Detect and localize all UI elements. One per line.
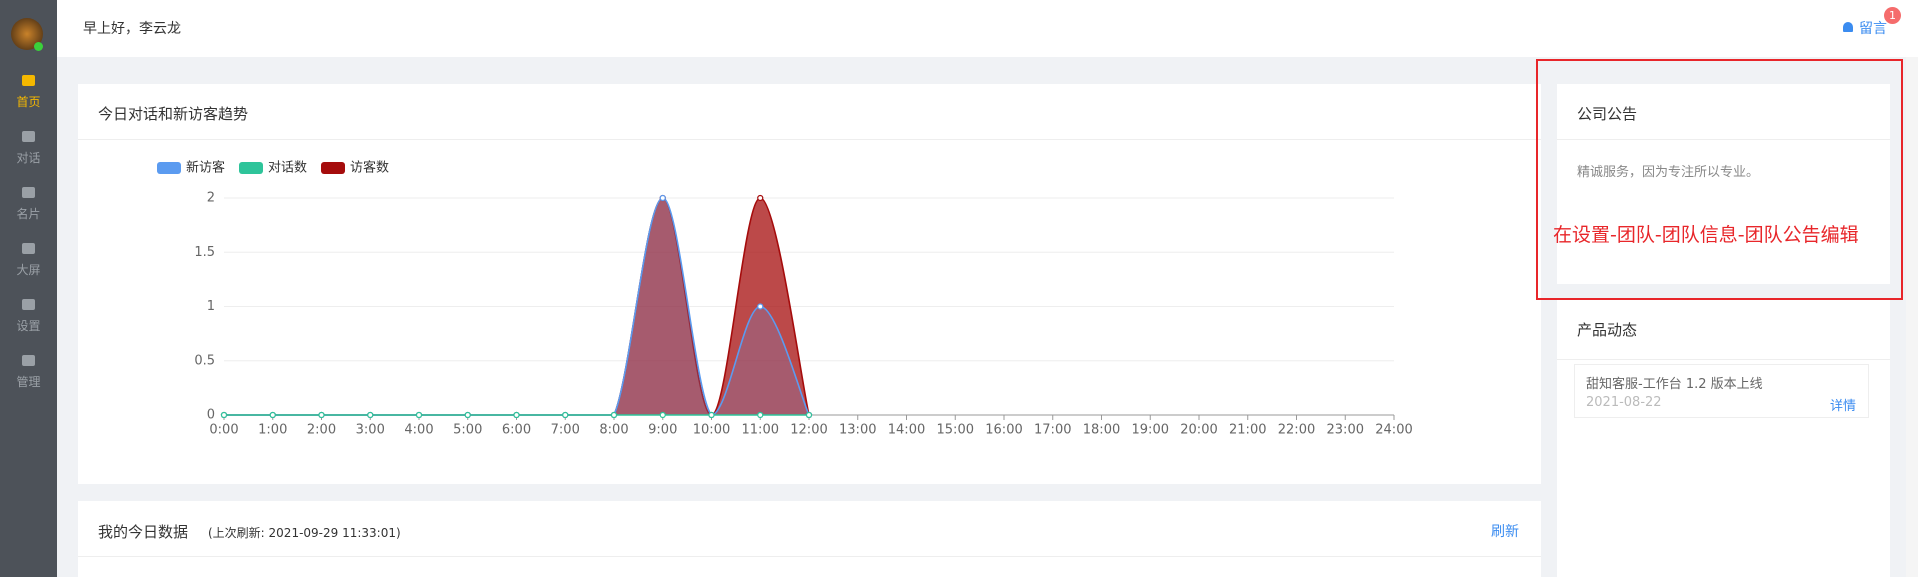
bell-icon[interactable] <box>1843 22 1853 32</box>
x-tick-label: 6:00 <box>502 423 531 438</box>
x-tick-label: 13:00 <box>839 423 876 438</box>
point <box>757 411 764 419</box>
chart: 00.511.520:00 1:00 2:00 3:00 4:00 5:00 6:00 7:0… <box>157 160 1413 438</box>
x-tick-label: 10:00 <box>693 423 730 438</box>
legend-label: 新访客 <box>186 160 225 176</box>
x-tick-label: 22:00 <box>1278 423 1315 438</box>
x-tick-label: 24:00 <box>1375 423 1412 438</box>
x-tick-label: 4:00 <box>404 423 433 438</box>
legend-swatch <box>321 162 345 174</box>
news-title: 甜知客服-工作台 1.2 版本上线 <box>1586 377 1763 392</box>
y-tick-label: 1 <box>207 299 215 314</box>
point <box>367 411 374 419</box>
point <box>318 411 325 419</box>
nav-label[interactable]: 大屏 <box>16 263 41 277</box>
nav-label[interactable]: 对话 <box>16 151 41 165</box>
divider <box>1557 139 1890 140</box>
nav-icon <box>22 131 35 142</box>
point <box>610 411 618 419</box>
x-tick-label: 12:00 <box>790 423 827 438</box>
point <box>659 411 666 419</box>
badge: 1 <box>1884 7 1901 24</box>
point <box>513 411 520 419</box>
nav-icon <box>22 243 35 254</box>
point <box>562 411 569 419</box>
message-link[interactable]: 留言 <box>1859 21 1887 37</box>
refresh-time: (上次刷新: 2021-09-29 11:33:01) <box>208 526 401 540</box>
area <box>224 198 809 415</box>
trend-card: 今日对话和新访客趋势 0 0.5 1 1.5 2 0:00 1:00 2:00 3:00 4:00… <box>78 84 1541 484</box>
legend-swatch <box>157 162 181 174</box>
point <box>269 411 276 419</box>
news-date: 2021-08-22 <box>1586 395 1662 410</box>
nav-icon <box>22 75 35 86</box>
card-title: 产品动态 <box>1577 321 1638 339</box>
point <box>708 411 715 419</box>
y-tick-label: 2 <box>207 191 215 206</box>
point <box>805 411 813 419</box>
point <box>757 194 764 202</box>
y-tick-label: 0.5 <box>194 353 215 368</box>
legend-label: 访客数 <box>350 160 389 176</box>
x-tick-label: 2:00 <box>307 423 336 438</box>
x-tick-label: 17:00 <box>1034 423 1071 438</box>
y-tick-label: 1.5 <box>194 245 215 260</box>
point <box>464 411 471 419</box>
greeting: 早上好，李云龙 <box>83 21 181 37</box>
x-tick-label: 9:00 <box>648 423 677 438</box>
divider <box>1557 359 1890 360</box>
notice-card: 公司公告 精诚服务，因为专注所以专业。 <box>1557 84 1890 284</box>
area <box>224 198 809 415</box>
notice-text: 精诚服务，因为专注所以专业。 <box>1577 165 1760 180</box>
x-tick-label: 19:00 <box>1132 423 1169 438</box>
x-tick-label: 21:00 <box>1229 423 1266 438</box>
card-title: 我的今日数据 <box>98 523 189 541</box>
x-tick-label: 16:00 <box>985 423 1022 438</box>
news-item: 甜知客服-工作台 1.2 版本上线 2021-08-22 详情 <box>1574 364 1869 418</box>
nav-label[interactable]: 设置 <box>16 319 41 333</box>
nav-icon <box>22 299 35 310</box>
today-card: 我的今日数据 (上次刷新: 2021-09-29 11:33:01) 刷新 <box>78 501 1541 577</box>
x-tick-label: 15:00 <box>937 423 974 438</box>
nav-icon <box>22 187 35 198</box>
nav-label[interactable]: 首页 <box>16 95 41 109</box>
online-dot <box>34 42 43 51</box>
point <box>415 411 423 419</box>
point <box>659 194 666 202</box>
y-tick-label: 0 <box>207 408 215 423</box>
x-tick-label: 20:00 <box>1180 423 1217 438</box>
x-tick-label: 7:00 <box>551 423 580 438</box>
x-tick-label: 1:00 <box>258 423 287 438</box>
card-title: 今日对话和新访客趋势 <box>98 105 249 123</box>
annotation: 在设置-团队-团队信息-团队公告编辑 <box>1553 224 1859 246</box>
x-tick-label: 14:00 <box>888 423 925 438</box>
legend-label: 对话数 <box>268 161 307 176</box>
x-tick-label: 5:00 <box>453 423 482 438</box>
top-bar <box>57 0 1918 57</box>
refresh-link[interactable]: 刷新 <box>1491 524 1519 540</box>
scrollbar <box>1906 57 1918 577</box>
x-tick-label: 0:00 <box>209 423 238 438</box>
card-title: 公司公告 <box>1577 105 1638 123</box>
x-tick-label: 11:00 <box>742 423 779 438</box>
nav-label[interactable]: 管理 <box>16 375 41 389</box>
news-link[interactable]: 详情 <box>1830 399 1857 414</box>
point <box>220 411 228 419</box>
divider <box>78 139 1541 140</box>
point <box>757 303 764 310</box>
sidebar <box>0 0 57 577</box>
x-tick-label: 8:00 <box>599 423 628 438</box>
nav-icon <box>22 355 35 366</box>
x-tick-label: 3:00 <box>356 423 385 438</box>
legend-swatch <box>239 162 263 174</box>
x-tick-label: 23:00 <box>1327 423 1364 438</box>
nav-label[interactable]: 名片 <box>16 207 41 221</box>
news-card: 产品动态 甜知客服-工作台 1.2 版本上线 2021-08-22 详情 <box>1557 300 1890 577</box>
x-tick-label: 18:00 <box>1083 423 1120 438</box>
annotation-box <box>1536 59 1903 300</box>
divider <box>78 556 1541 557</box>
